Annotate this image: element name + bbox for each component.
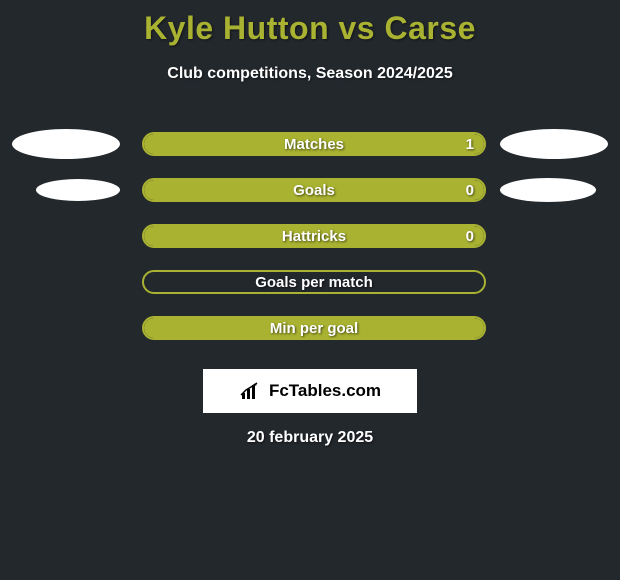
stat-row: Goals 0 bbox=[0, 167, 620, 213]
stat-row: Min per goal bbox=[0, 305, 620, 351]
stat-value: 0 bbox=[466, 182, 474, 199]
stat-row: Goals per match bbox=[0, 259, 620, 305]
logo-box[interactable]: FcTables.com bbox=[203, 369, 417, 413]
stat-value: 0 bbox=[466, 228, 474, 245]
page-title: Kyle Hutton vs Carse bbox=[0, 0, 620, 47]
right-ellipse-icon bbox=[500, 129, 608, 159]
left-ellipse-icon bbox=[36, 179, 120, 201]
stat-pill-goals-per-match: Goals per match bbox=[142, 270, 486, 294]
stat-row: Hattricks 0 bbox=[0, 213, 620, 259]
stat-label: Goals per match bbox=[255, 274, 373, 291]
logo-text: FcTables.com bbox=[269, 381, 381, 401]
stat-label: Goals bbox=[293, 182, 335, 199]
stat-value: 1 bbox=[466, 136, 474, 153]
chart-icon bbox=[239, 381, 263, 401]
stats-container: Matches 1 Goals 0 Hattricks 0 Goals per … bbox=[0, 121, 620, 351]
logo-content: FcTables.com bbox=[239, 381, 381, 401]
stat-pill-goals: Goals 0 bbox=[142, 178, 486, 202]
stat-label: Min per goal bbox=[270, 320, 358, 337]
date-text: 20 february 2025 bbox=[0, 429, 620, 447]
stat-pill-matches: Matches 1 bbox=[142, 132, 486, 156]
stat-pill-hattricks: Hattricks 0 bbox=[142, 224, 486, 248]
left-ellipse-icon bbox=[12, 129, 120, 159]
stat-pill-min-per-goal: Min per goal bbox=[142, 316, 486, 340]
subtitle-text: Club competitions, Season 2024/2025 bbox=[0, 65, 620, 83]
stat-label: Hattricks bbox=[282, 228, 346, 245]
stat-label: Matches bbox=[284, 136, 344, 153]
stat-row: Matches 1 bbox=[0, 121, 620, 167]
right-ellipse-icon bbox=[500, 178, 596, 202]
